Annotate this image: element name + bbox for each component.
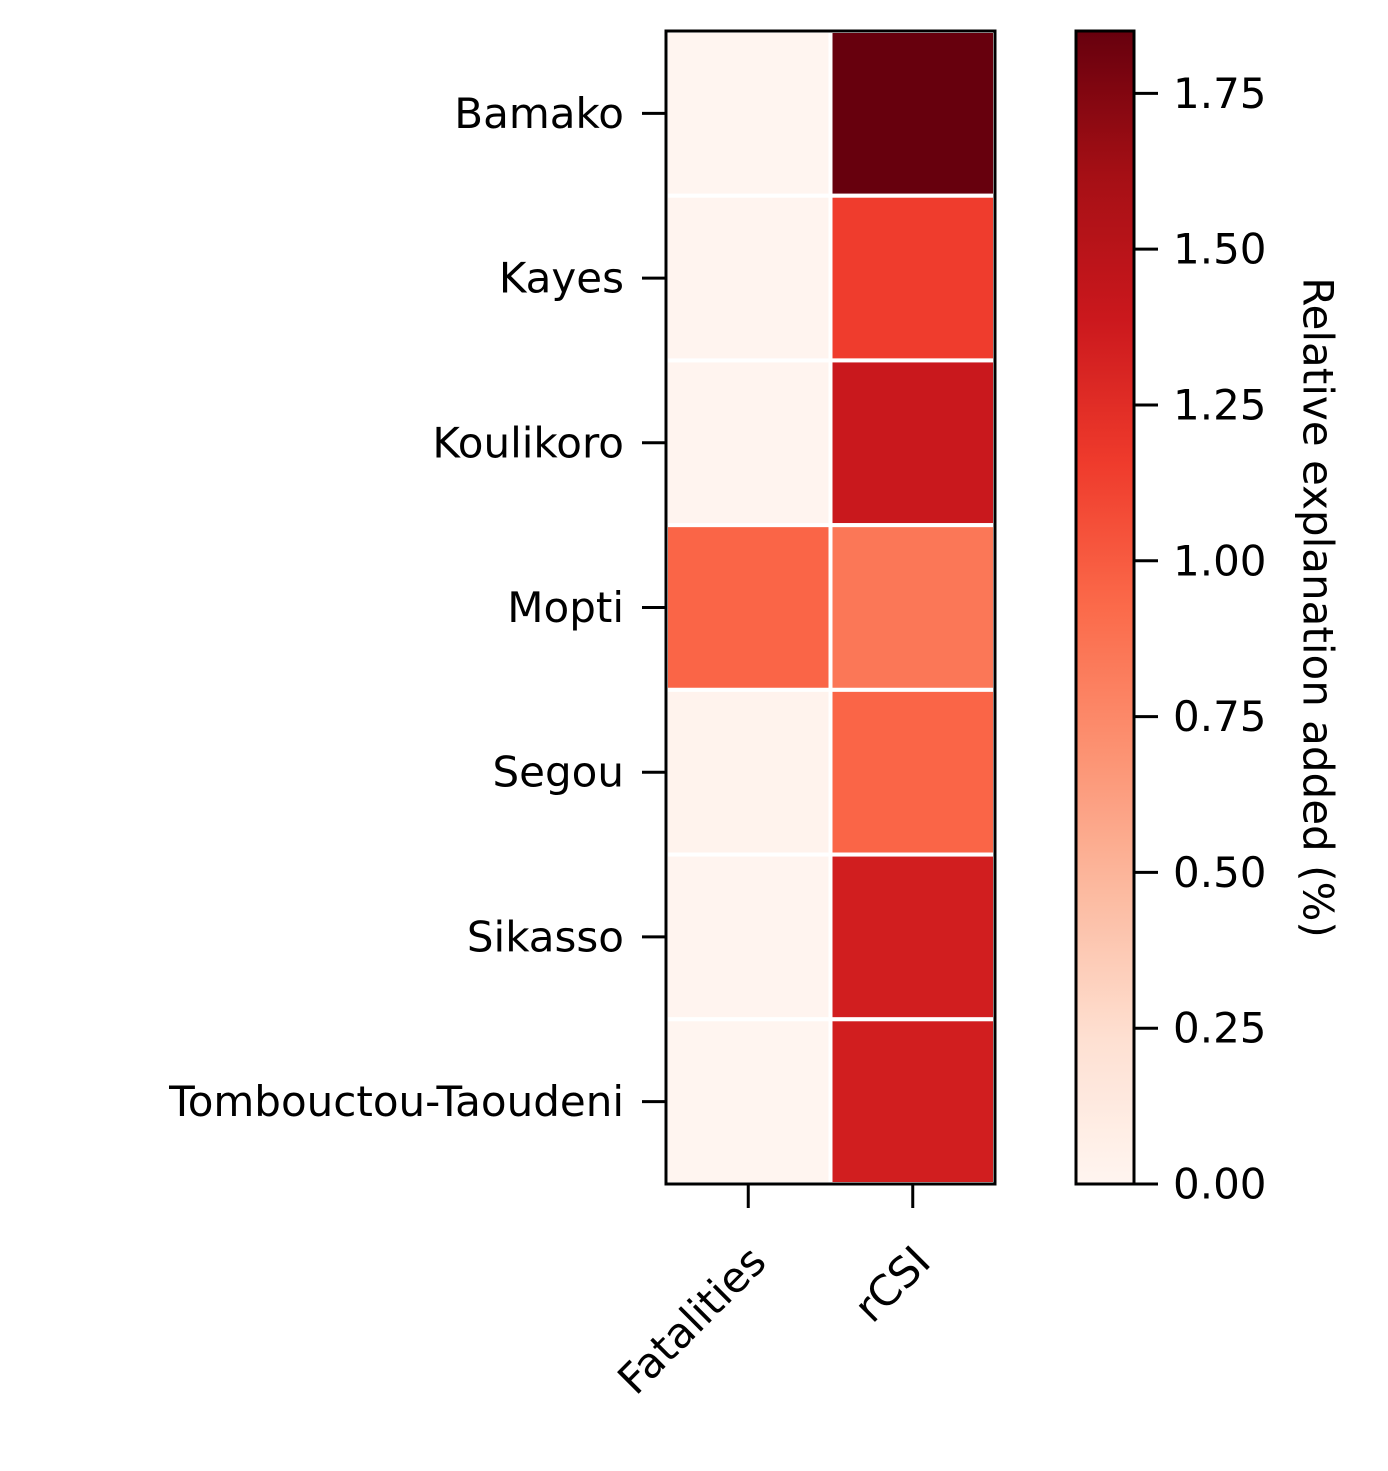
colorbar-gradient bbox=[1076, 31, 1134, 1184]
heatmap-cell-segou-rcsi bbox=[828, 687, 997, 857]
y-tick-label-segou: Segou bbox=[493, 748, 624, 797]
heatmap-cell-koulikoro-fatalities bbox=[664, 358, 833, 528]
colorbar-tick-label-0: 0.00 bbox=[1173, 1160, 1267, 1209]
heatmap-cell-kayes-fatalities bbox=[664, 193, 833, 363]
heatmap-cell-tombouctou-taoudeni-rcsi bbox=[828, 1017, 997, 1186]
colorbar-tick-label-2: 0.50 bbox=[1173, 848, 1267, 897]
y-tick-label-sikasso: Sikasso bbox=[467, 912, 624, 961]
colorbar-label: Relative explanation added (%) bbox=[1294, 277, 1343, 938]
x-tick-label-fatalities: Fatalities bbox=[608, 1236, 775, 1403]
y-tick-label-kayes: Kayes bbox=[499, 254, 624, 303]
heatmap-cell-tombouctou-taoudeni-fatalities bbox=[664, 1017, 833, 1186]
y-tick-label-tombouctou-taoudeni: Tombouctou-Taoudeni bbox=[168, 1077, 624, 1126]
y-tick-label-koulikoro: Koulikoro bbox=[432, 418, 624, 467]
heatmap-cell-segou-fatalities bbox=[664, 687, 833, 857]
colorbar-tick-label-1: 0.25 bbox=[1173, 1004, 1267, 1053]
heatmap-cell-bamako-fatalities bbox=[664, 29, 833, 198]
x-tick-label-rcsi: rCSI bbox=[845, 1236, 940, 1331]
colorbar-tick-label-4: 1.00 bbox=[1173, 536, 1267, 585]
colorbar-frame bbox=[1074, 29, 1136, 1186]
heatmap-cell-kayes-rcsi bbox=[828, 193, 997, 363]
heatmap-cell-mopti-fatalities bbox=[664, 523, 833, 692]
y-tick-label-mopti: Mopti bbox=[507, 583, 624, 632]
colorbar-tick-label-6: 1.50 bbox=[1173, 225, 1267, 274]
heatmap-cell-mopti-rcsi bbox=[828, 523, 997, 692]
heatmap-cell-koulikoro-rcsi bbox=[828, 358, 997, 528]
colorbar: 0.00 0.25 0.50 0.75 1.00 1.25 1.50 1.75 Relative… bbox=[1074, 29, 1343, 1209]
colorbar-tick-label-7: 1.75 bbox=[1173, 69, 1267, 118]
heatmap-cell-sikasso-fatalities bbox=[664, 852, 833, 1022]
colorbar-tick-label-3: 0.75 bbox=[1173, 692, 1267, 741]
heatmap-cell-bamako-rcsi bbox=[828, 29, 997, 198]
heatmap-cells bbox=[664, 29, 997, 1186]
y-tick-label-bamako: Bamako bbox=[454, 89, 624, 138]
heatmap-cell-sikasso-rcsi bbox=[828, 852, 997, 1022]
colorbar-tick-label-5: 1.25 bbox=[1173, 380, 1267, 429]
